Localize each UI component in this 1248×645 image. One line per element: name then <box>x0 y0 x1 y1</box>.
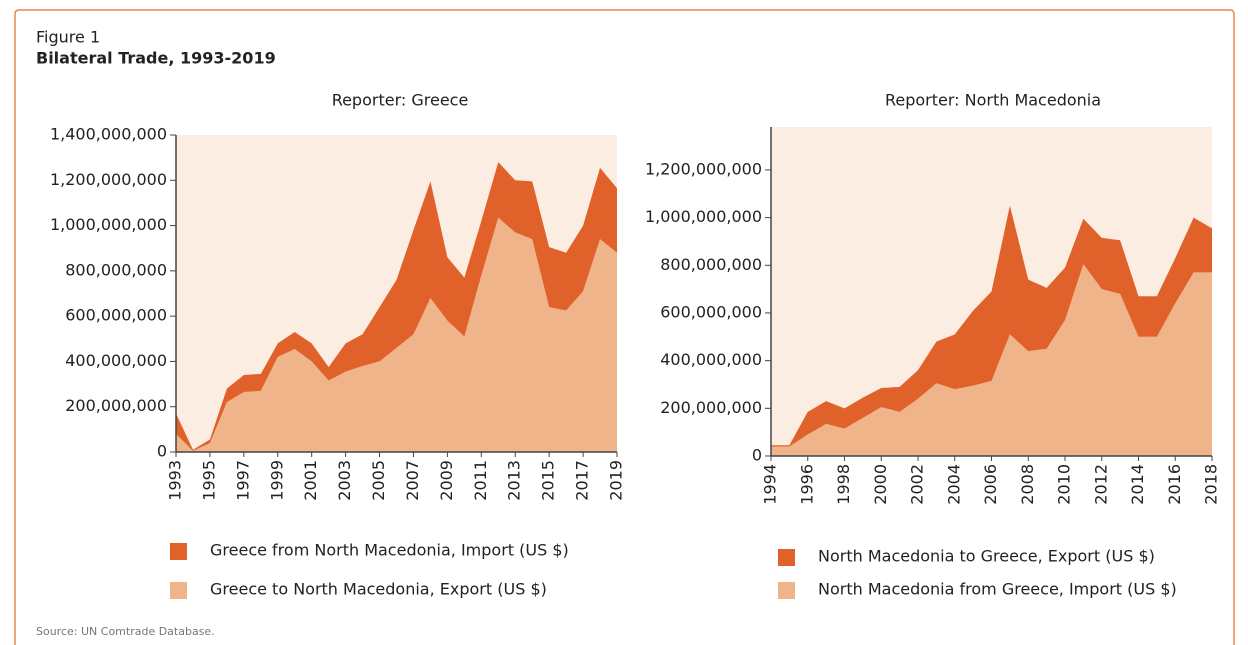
y-tick-label: 0 <box>752 446 762 465</box>
x-tick-label: 2009 <box>437 460 456 501</box>
x-tick-label: 2007 <box>403 460 422 501</box>
x-tick-label: 2002 <box>908 464 927 505</box>
figure-title: Bilateral Trade, 1993-2019 <box>36 49 276 68</box>
x-tick-label: 1999 <box>267 460 286 501</box>
x-tick-label: 1995 <box>199 460 218 501</box>
x-tick-label: 2014 <box>1128 464 1147 505</box>
y-tick-label: 1,200,000,000 <box>645 159 762 178</box>
y-tick-label: 0 <box>157 442 167 461</box>
y-tick-label: 600,000,000 <box>65 306 167 325</box>
x-tick-label: 2019 <box>607 460 626 501</box>
y-tick-label: 1,200,000,000 <box>50 170 167 189</box>
x-tick-label: 2016 <box>1165 464 1184 505</box>
x-tick-label: 2012 <box>1091 464 1110 505</box>
y-tick-label: 600,000,000 <box>660 302 762 321</box>
x-tick-label: 2008 <box>1018 464 1037 505</box>
x-tick-label: 1994 <box>761 464 780 505</box>
frame <box>14 9 1235 645</box>
x-tick-label: 1996 <box>797 464 816 505</box>
chart-subtitle: Reporter: North Macedonia <box>885 91 1101 110</box>
area <box>771 205 1212 447</box>
x-tick-label: 2018 <box>1202 464 1221 505</box>
x-tick-label: 2005 <box>369 460 388 501</box>
y-tick-label: 400,000,000 <box>660 350 762 369</box>
area <box>176 162 617 451</box>
chart-subtitle: Reporter: Greece <box>332 91 469 110</box>
legend-swatch <box>778 582 795 599</box>
y-tick-label: 1,000,000,000 <box>50 215 167 234</box>
x-tick-label: 1997 <box>233 460 252 501</box>
x-tick-label: 2017 <box>573 460 592 501</box>
legend-swatch <box>778 549 795 566</box>
x-tick-label: 2006 <box>981 464 1000 505</box>
y-tick-label: 1,400,000,000 <box>50 125 167 144</box>
y-tick-label: 800,000,000 <box>660 255 762 274</box>
x-tick-label: 2011 <box>471 460 490 501</box>
x-tick-label: 1998 <box>834 464 853 505</box>
y-tick-label: 800,000,000 <box>65 260 167 279</box>
x-tick-label: 2004 <box>944 464 963 505</box>
y-tick-label: 1,000,000,000 <box>645 207 762 226</box>
source: Source: UN Comtrade Database. <box>36 625 215 638</box>
y-tick-label: 200,000,000 <box>660 398 762 417</box>
legend-label: Greece from North Macedonia, Import (US … <box>210 541 569 560</box>
legend-swatch <box>170 543 187 560</box>
x-tick-label: 2003 <box>335 460 354 501</box>
legend-label: Greece to North Macedonia, Export (US $) <box>210 580 547 599</box>
legend-label: North Macedonia from Greece, Import (US … <box>818 580 1177 599</box>
figure-label: Figure 1 <box>36 28 100 47</box>
legend-swatch <box>170 582 187 599</box>
legend-label: North Macedonia to Greece, Export (US $) <box>818 547 1155 566</box>
x-tick-label: 2001 <box>301 460 320 501</box>
x-tick-label: 2000 <box>871 464 890 505</box>
y-tick-label: 400,000,000 <box>65 351 167 370</box>
area <box>176 217 617 452</box>
area <box>771 264 1212 456</box>
x-tick-label: 2010 <box>1055 464 1074 505</box>
x-tick-label: 2015 <box>539 460 558 501</box>
x-tick-label: 1993 <box>166 460 185 501</box>
x-tick-label: 2013 <box>505 460 524 501</box>
y-tick-label: 200,000,000 <box>65 396 167 415</box>
